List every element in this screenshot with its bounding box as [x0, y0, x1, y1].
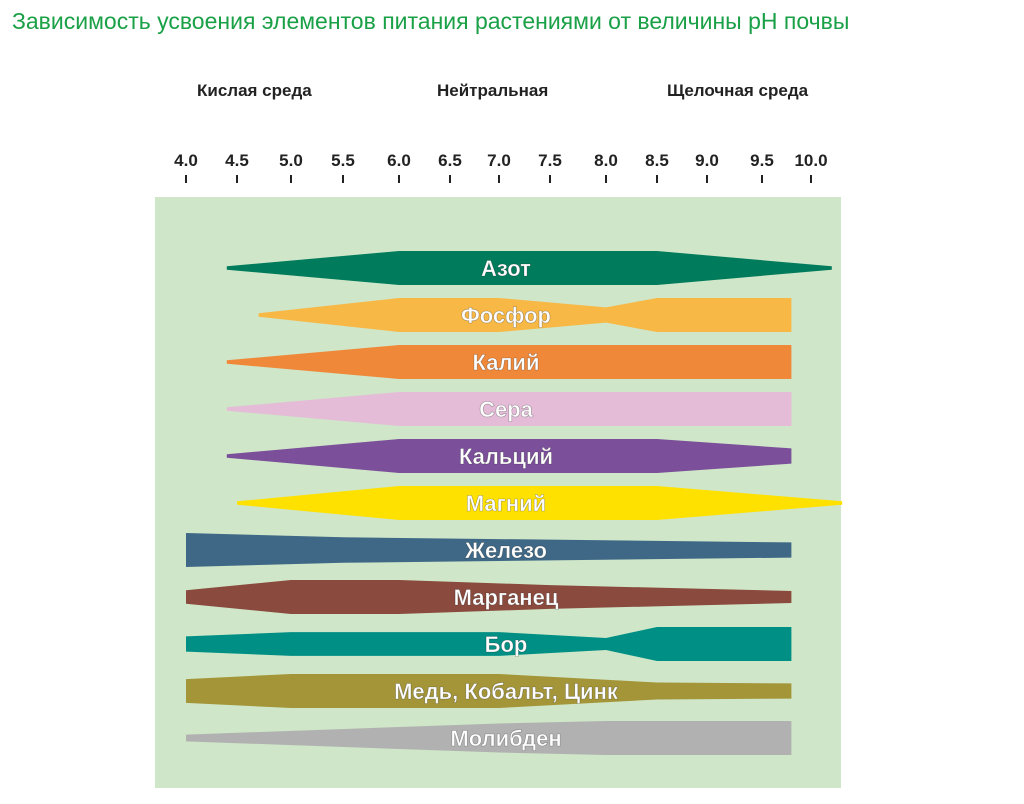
nutrient-band [226, 345, 792, 379]
nutrient-band [186, 721, 792, 755]
x-axis: 4.0 4.5 5.0 5.5 6.0 6.5 7.0 7.5 8.0 8.5 9.0 9.5 10.0 [174, 151, 828, 183]
nutrient-band-label: Марганец [454, 585, 559, 610]
x-tick-label: 8.5 [645, 151, 669, 170]
nutrient-band-label: Азот [481, 256, 531, 281]
nutrient-band-label: Бор [485, 632, 528, 657]
x-tick-label: 7.5 [538, 151, 562, 170]
nutrient-band [237, 486, 843, 520]
nutrient-band [186, 627, 792, 661]
zone-label-neutral: Нейтральная [437, 81, 549, 100]
chart-title: Зависимость усвоения элементов питания р… [12, 8, 850, 34]
nutrient-band [186, 674, 792, 708]
nutrient-band [258, 298, 792, 332]
x-tick-label: 9.0 [695, 151, 719, 170]
nutrient-band [186, 533, 792, 567]
x-tick-label: 4.0 [174, 151, 198, 170]
x-tick-label: 6.0 [387, 151, 411, 170]
nutrient-band-label: Фосфор [461, 303, 551, 328]
nutrient-band [226, 251, 832, 285]
nutrient-band [226, 392, 792, 426]
x-tick-label: 5.5 [331, 151, 355, 170]
nutrient-band-label: Молибден [450, 726, 561, 751]
nutrient-band-label: Железо [464, 538, 547, 563]
x-tick-label: 4.5 [225, 151, 249, 170]
nutrient-band-label: Кальций [459, 444, 553, 469]
zone-label-acidic: Кислая среда [197, 81, 312, 100]
nutrient-band [186, 580, 792, 614]
nutrient-band-label: Калий [473, 350, 540, 375]
x-tick-label: 8.0 [594, 151, 618, 170]
x-tick-label: 10.0 [794, 151, 827, 170]
nutrient-bands: Азот Фосфор Калий Сера Кальций Магний Железо Ма… [186, 251, 843, 755]
nutrient-band-label: Медь, Кобальт, Цинк [394, 679, 619, 704]
nutrient-band-label: Магний [466, 491, 546, 516]
nutrient-band-label: Сера [479, 397, 534, 422]
nutrient-band [226, 439, 792, 473]
x-tick-label: 5.0 [279, 151, 303, 170]
x-tick-label: 6.5 [438, 151, 462, 170]
x-tick-label: 7.0 [487, 151, 511, 170]
zone-label-alkaline: Щелочная среда [667, 81, 809, 100]
x-tick-label: 9.5 [750, 151, 774, 170]
